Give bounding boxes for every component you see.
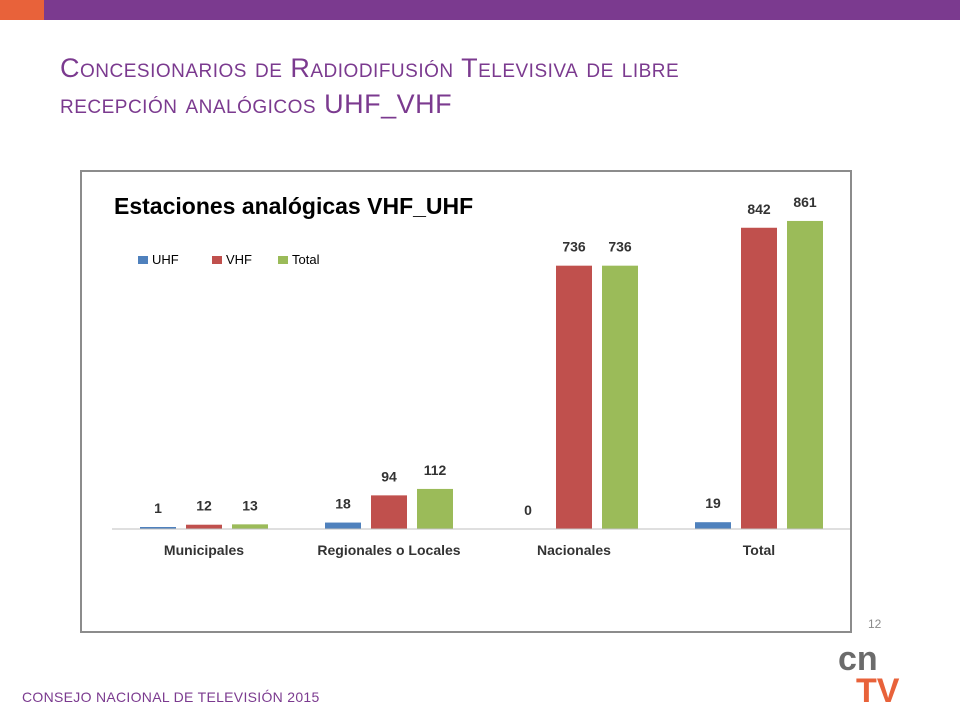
data-label-uhf-2: 0 (524, 502, 532, 518)
legend-swatch-total (278, 256, 288, 264)
bar-vhf-0 (186, 524, 222, 529)
logo-text-cn: cn (838, 640, 878, 678)
slide-title-line-2: recepción analógicos UHF_VHF (60, 89, 453, 120)
data-label-uhf-0: 1 (154, 500, 162, 516)
legend-swatch-vhf (212, 256, 222, 264)
chart-legend: UHF VHF Total (138, 252, 320, 267)
chart-title: Estaciones analógicas VHF_UHF (114, 193, 473, 219)
data-label-uhf-3: 19 (705, 495, 721, 511)
bar-vhf-2 (556, 265, 592, 529)
data-label-vhf-1: 94 (381, 468, 397, 484)
bar-uhf-1 (325, 522, 361, 529)
chart-bars (140, 220, 823, 530)
data-label-vhf-2: 736 (562, 239, 586, 255)
legend-swatch-uhf (138, 256, 148, 264)
bar-total-1 (417, 488, 453, 529)
bar-uhf-0 (140, 527, 176, 529)
top-orange-block (0, 0, 44, 20)
data-label-total-3: 861 (793, 194, 817, 210)
bar-vhf-3 (741, 227, 777, 530)
bar-chart: Estaciones analógicas VHF_UHF UHF VHF Tota… (112, 193, 850, 558)
data-label-total-1: 112 (424, 462, 447, 478)
legend-label-total: Total (292, 252, 320, 267)
data-label-uhf-1: 18 (335, 496, 351, 512)
data-label-vhf-3: 842 (747, 201, 771, 217)
footer-text: CONSEJO NACIONAL DE TELEVISIÓN 2015 (22, 689, 320, 705)
top-accent-bar (0, 0, 960, 20)
slide-title-line-1: Concesionarios de Radiodifusión Televisi… (60, 53, 680, 83)
bar-total-3 (787, 220, 823, 529)
data-label-vhf-0: 12 (196, 498, 212, 514)
legend-label-vhf: VHF (226, 252, 252, 267)
x-tick-label-1: Regionales o Locales (317, 542, 460, 558)
data-label-total-2: 736 (608, 239, 632, 255)
bar-vhf-1 (371, 495, 407, 529)
x-tick-label-0: Municipales (164, 542, 244, 558)
page-number: 12 (868, 617, 882, 631)
slide-title: Concesionarios de Radiodifusión Televisi… (60, 50, 920, 123)
data-label-total-0: 13 (242, 497, 258, 513)
logo-text-tv: TV (856, 672, 900, 706)
x-axis-tick-labels: Municipales Regionales o Locales Nacionale… (164, 542, 775, 558)
legend-label-uhf: UHF (152, 252, 179, 267)
chart-frame: Estaciones analógicas VHF_UHF UHF VHF Tota… (80, 170, 852, 633)
bar-total-0 (232, 524, 268, 529)
cntv-logo: cn TV (838, 640, 900, 706)
x-tick-label-2: Nacionales (537, 542, 611, 558)
bar-total-2 (602, 265, 638, 529)
x-tick-label-3: Total (743, 542, 775, 558)
bar-uhf-3 (695, 522, 731, 529)
